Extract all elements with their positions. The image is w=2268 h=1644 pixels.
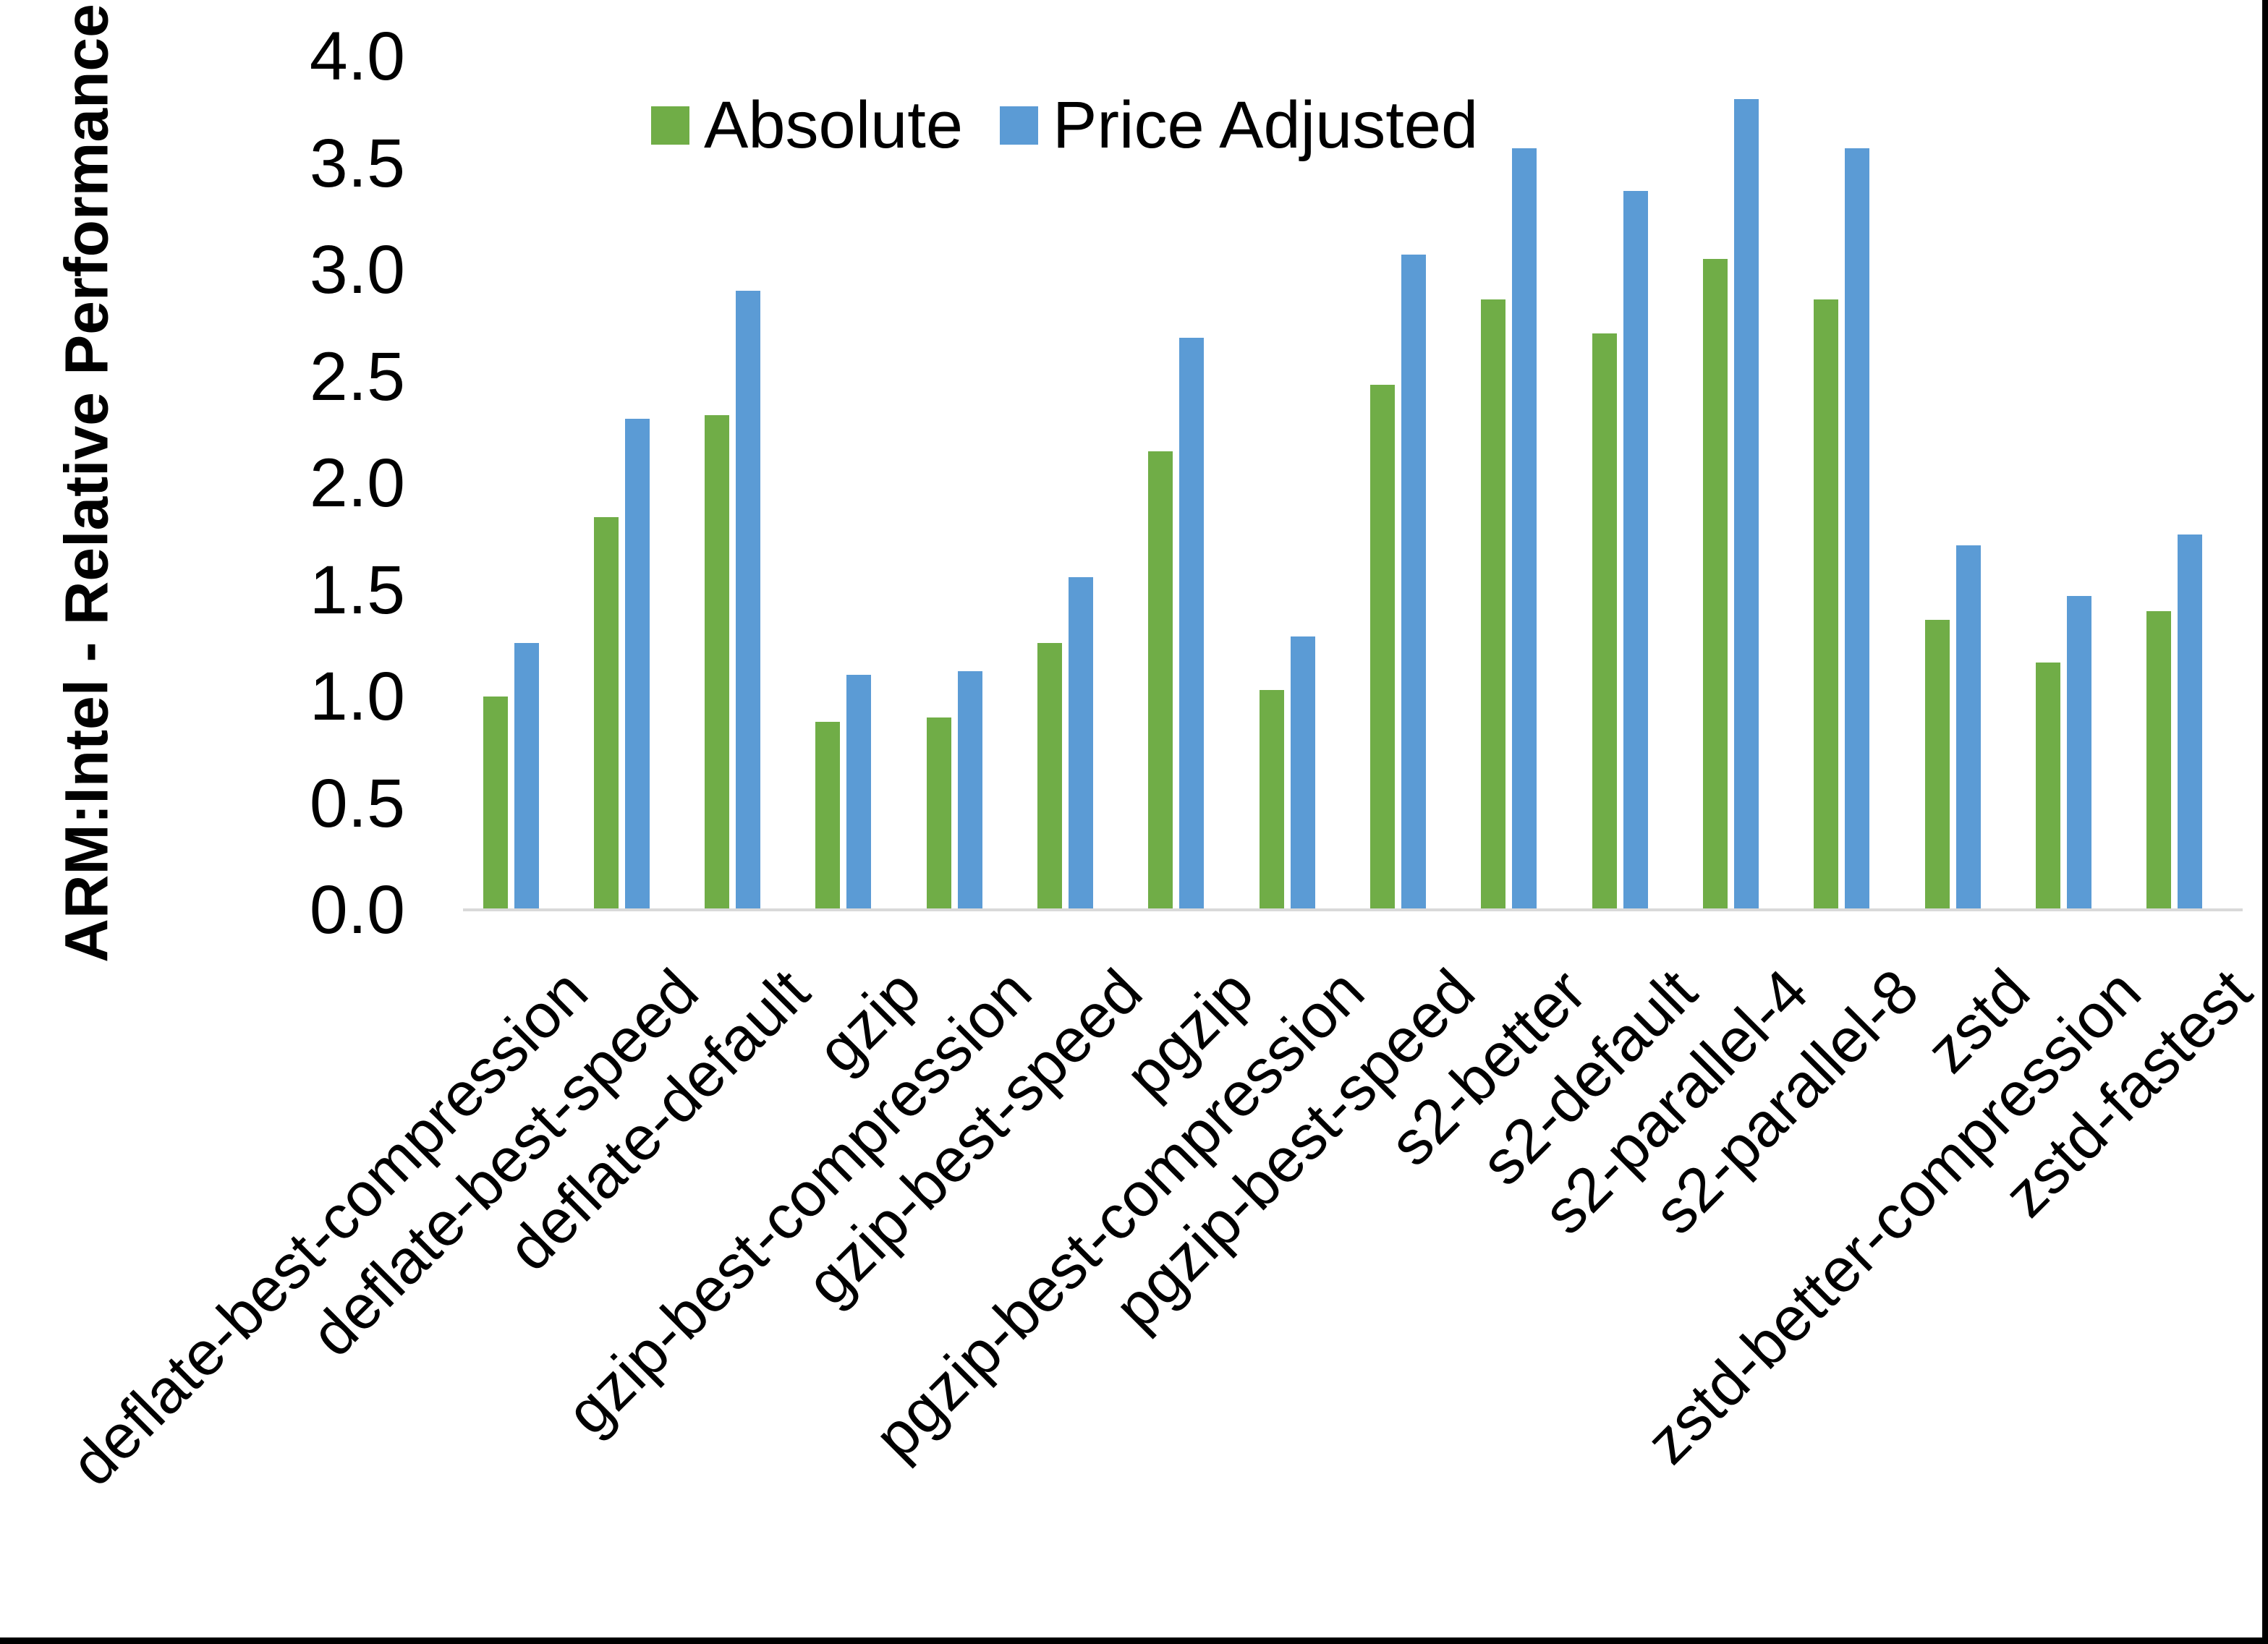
y-tick-label: 3.5 bbox=[309, 124, 405, 202]
bar-price-adjusted bbox=[2178, 534, 2202, 910]
y-tick-label: 2.5 bbox=[309, 338, 405, 415]
bar-price-adjusted bbox=[1956, 545, 1981, 910]
bar-price-adjusted bbox=[1734, 99, 1759, 910]
legend-swatch-price-adjusted bbox=[1000, 106, 1038, 145]
bar-price-adjusted bbox=[846, 675, 871, 910]
bar-absolute bbox=[927, 717, 951, 910]
legend-swatch-absolute bbox=[651, 106, 689, 145]
y-tick-label: 1.5 bbox=[309, 551, 405, 629]
bar-absolute bbox=[815, 722, 840, 910]
y-tick-label: 0.0 bbox=[309, 872, 405, 948]
bar-absolute bbox=[1481, 299, 1505, 910]
bar-price-adjusted bbox=[514, 643, 539, 910]
legend-label-price-adjusted: Price Adjusted bbox=[1053, 88, 1479, 162]
y-tick-label: 0.5 bbox=[309, 764, 405, 842]
bar-price-adjusted bbox=[958, 671, 982, 910]
bar-absolute bbox=[2036, 663, 2060, 910]
bar-absolute bbox=[1925, 620, 1950, 910]
bar-absolute bbox=[1814, 299, 1838, 910]
bar-absolute bbox=[1370, 385, 1395, 910]
window-border-right bbox=[2262, 0, 2268, 1644]
legend: Absolute Price Adjusted bbox=[0, 85, 2268, 165]
bar-price-adjusted bbox=[1623, 191, 1648, 910]
bar-price-adjusted bbox=[625, 419, 650, 910]
bar-absolute bbox=[2146, 611, 2171, 910]
window-border-bottom bbox=[0, 1637, 2268, 1644]
y-tick-label: 4.0 bbox=[309, 18, 405, 95]
bar-absolute bbox=[483, 697, 508, 910]
y-tick-label: 1.0 bbox=[309, 658, 405, 735]
bar-price-adjusted bbox=[2067, 596, 2091, 910]
bar-price-adjusted bbox=[736, 291, 760, 910]
bar-absolute bbox=[1148, 451, 1173, 910]
bar-absolute bbox=[1260, 690, 1284, 910]
legend-label-absolute: Absolute bbox=[704, 88, 964, 162]
x-axis-line bbox=[463, 908, 2243, 911]
legend-item-absolute: Absolute bbox=[651, 85, 963, 165]
bar-price-adjusted bbox=[1291, 636, 1315, 910]
bar-price-adjusted bbox=[1179, 338, 1204, 910]
bar-price-adjusted bbox=[1845, 148, 1869, 910]
bar-absolute bbox=[594, 517, 619, 910]
bar-absolute bbox=[1703, 259, 1728, 910]
bar-absolute bbox=[1037, 643, 1062, 910]
bar-price-adjusted bbox=[1401, 255, 1426, 910]
y-tick-label: 2.0 bbox=[309, 445, 405, 521]
y-tick-label: 3.0 bbox=[309, 231, 405, 308]
bar-price-adjusted bbox=[1512, 148, 1537, 910]
bar-absolute bbox=[1592, 333, 1617, 910]
legend-item-price-adjusted: Price Adjusted bbox=[1000, 85, 1478, 165]
bar-absolute bbox=[705, 415, 729, 910]
bar-price-adjusted bbox=[1069, 577, 1093, 910]
